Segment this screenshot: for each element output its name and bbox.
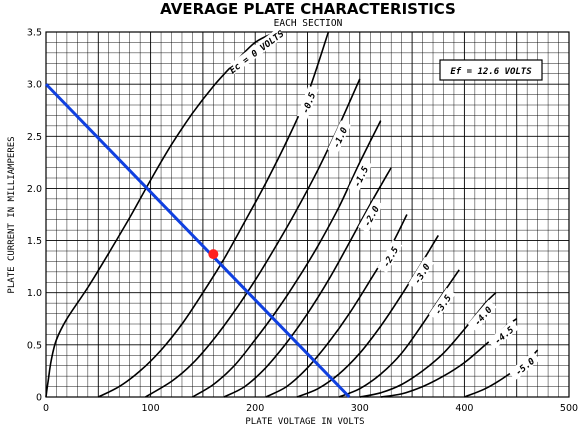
x-tick-label: 0 [43,403,49,414]
chart-title: AVERAGE PLATE CHARACTERISTICS [160,0,456,18]
grid-voltage-curve [223,167,392,398]
x-tick-label: 200 [246,403,264,414]
curve-label-background [358,199,384,233]
x-tick-label: 300 [351,403,369,414]
filament-voltage-box: Ef = 12.6 VOLTS [439,59,543,81]
grid-voltage-curve [45,31,277,398]
load-line-layer [44,83,351,399]
y-tick-label: 2.0 [27,184,42,195]
curve-label-background [348,159,373,194]
y-tick-label: 1.5 [27,236,42,247]
curve-label-background [508,351,541,381]
curve-label-background [227,28,285,75]
operating-point-marker [208,249,219,260]
y-tick-label: 1.0 [27,288,42,299]
x-axis-label: PLATE VOLTAGE IN VOLTS [245,417,364,427]
curve-label-background [408,256,435,290]
load-line [44,83,351,399]
grid-voltage-curve [144,78,361,398]
x-tick-label: 400 [455,403,473,414]
y-axis-label: PLATE CURRENT IN MILLIAMPERES [7,136,17,293]
y-tick-label: 3.0 [27,80,42,91]
curve-label-background [467,299,497,332]
y-tick-label: 3.5 [27,28,42,39]
y-tick-label: 2.5 [27,132,42,143]
y-tick-label: 0.5 [27,340,42,351]
chart-subtitle: EACH SECTION [274,18,343,29]
x-tick-label: 100 [142,403,160,414]
filament-voltage-label: Ef = 12.6 VOLTS [450,67,532,77]
curve-label-background [296,85,319,120]
curve-label-background [487,320,520,350]
grid-voltage-curve [191,120,382,398]
y-tick-label: 0 [36,393,42,404]
plot-frame [45,31,570,398]
grid-voltage-curve [359,292,497,398]
grid-voltage-curve [97,31,330,398]
curve-label-background [428,287,456,321]
x-tick-label: 500 [560,403,578,414]
curve-label-background [377,239,403,274]
axis-ticks: 0 100 200 300 400 500 0 0.5 1.0 1.5 2.0 2.5 3.0 3.5 [27,28,578,415]
curve-label-background [327,120,351,155]
